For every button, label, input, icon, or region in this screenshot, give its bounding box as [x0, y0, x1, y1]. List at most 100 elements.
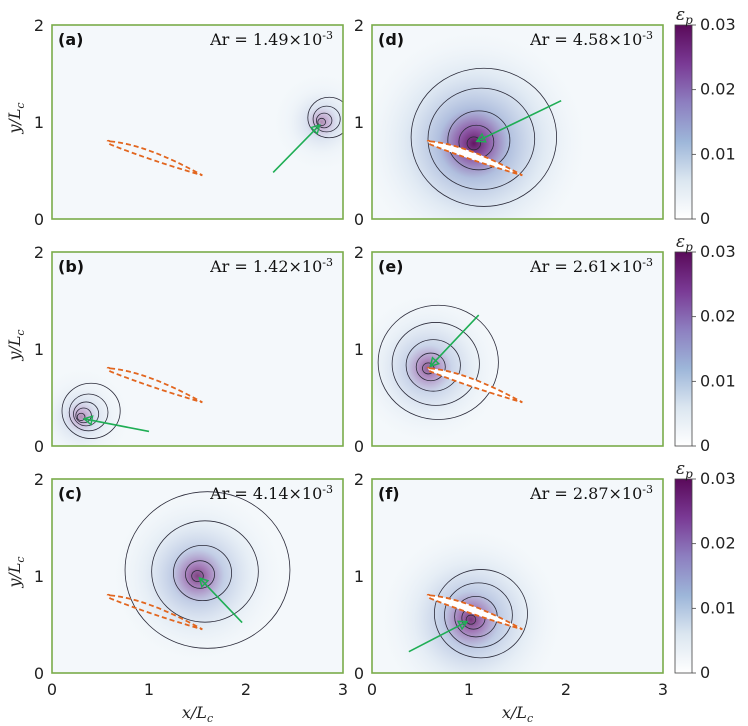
contour-line [124, 491, 291, 649]
panel-frame [51, 24, 344, 220]
colorbar-tick-label: 0.01 [700, 598, 736, 617]
y-tick-label: 2 [354, 470, 364, 489]
colorbar-scale [674, 251, 693, 447]
y-tick-label: 2 [34, 243, 44, 262]
ar-value: Ar = 1.42×10-3 [209, 256, 333, 276]
arrow-head [198, 576, 210, 588]
colorbar-tick-label: 0.01 [700, 144, 736, 163]
colorbar-title: εp [676, 5, 693, 27]
contour-line [391, 322, 480, 406]
y-tick-label: 0 [354, 437, 364, 456]
panel-e: (e) Ar = 2.61×10-3 0 1 2 [354, 243, 664, 456]
velocity-arrow [198, 577, 243, 624]
colorbar-tick-label: 0.01 [700, 371, 736, 390]
y-tick-label: 2 [354, 16, 364, 35]
y-tick-label: 1 [354, 340, 364, 359]
colorbar-scale [674, 24, 693, 220]
x-tick-label: 3 [338, 680, 348, 699]
panel-frame [371, 251, 664, 447]
y-tick-label: 0 [354, 664, 364, 683]
colorbar-title: εp [676, 232, 693, 254]
y-tick-label: 0 [354, 210, 364, 229]
arrow-head [82, 415, 94, 426]
colorbar-title: εp [676, 459, 693, 481]
vorticity-field [268, 68, 343, 176]
x-tick-label: 1 [144, 680, 154, 699]
contour-line [427, 87, 536, 190]
colorbar-tick-label: 0.02 [700, 80, 736, 99]
contour-line [410, 67, 558, 207]
colorbar-tick-label: 0 [700, 436, 710, 455]
panel-a: (a) Ar = 1.49×10-3 0 1 2 [34, 16, 344, 229]
x-tick-label: 0 [367, 680, 377, 699]
contour-line [73, 401, 100, 427]
vorticity-field [372, 26, 591, 219]
arrow-head [429, 356, 441, 368]
airfoil-outline [426, 366, 523, 404]
contour-line [307, 96, 343, 139]
velocity-arrow [408, 620, 468, 653]
x-tick-label: 2 [561, 680, 571, 699]
x-axis-label: x/Lc [502, 703, 533, 725]
y-tick-label: 0 [34, 210, 44, 229]
contour-line [76, 412, 86, 421]
contour-line [415, 352, 446, 382]
colorbar-tick-label: 0 [700, 663, 710, 682]
colorbar: 0 0.01 0.02 0.03 εp [674, 459, 736, 682]
panel-frame [371, 478, 664, 674]
panel-d: (d) Ar = 4.58×10-3 0 1 2 [354, 16, 664, 229]
ar-value: Ar = 4.58×10-3 [529, 29, 653, 49]
colorbar-tick-label: 0.03 [700, 15, 736, 34]
panel-frame [51, 478, 344, 674]
vorticity-field [372, 289, 507, 446]
contour-line [312, 105, 341, 133]
colorbar-tick-label: 0.03 [700, 469, 736, 488]
y-tick-label: 0 [34, 664, 44, 683]
vorticity-field [375, 524, 566, 673]
contour-line [444, 582, 513, 648]
velocity-arrow [429, 314, 480, 368]
x-axis-label: x/Lc [182, 703, 213, 725]
y-tick-label: 0 [34, 437, 44, 456]
y-tick-label: 1 [354, 567, 364, 586]
ar-value: Ar = 2.87×10-3 [529, 483, 653, 503]
panel-label: (e) [378, 257, 403, 276]
contour-line [68, 393, 109, 432]
airfoil-outline [106, 593, 203, 631]
airfoil-outline [426, 593, 523, 631]
y-tick-label: 1 [34, 567, 44, 586]
panel-frame [371, 24, 664, 220]
airfoil-outline [106, 366, 203, 404]
y-axis-label: y/Lc [5, 329, 27, 361]
vorticity-field [108, 486, 287, 666]
contour-line [465, 614, 477, 625]
colorbar-tick-label: 0 [700, 209, 710, 228]
y-tick-label: 2 [34, 470, 44, 489]
y-tick-label: 2 [354, 243, 364, 262]
panel-f: (f) Ar = 2.87×10-3 0 1 2 0 1 2 3 [354, 470, 668, 699]
velocity-arrow [272, 124, 321, 173]
y-axis-label: y/Lc [5, 102, 27, 134]
velocity-arrow [476, 99, 562, 143]
colorbar-tick-label: 0.02 [700, 534, 736, 553]
contour-line [377, 304, 499, 420]
contour-line [315, 112, 333, 129]
contour-line [447, 110, 511, 171]
ar-value: Ar = 2.61×10-3 [529, 256, 653, 276]
velocity-arrow [83, 418, 150, 433]
airfoil-outline [106, 139, 203, 177]
y-tick-label: 1 [354, 113, 364, 132]
arrow-head [475, 132, 487, 143]
contour-line [185, 560, 215, 589]
colorbar: 0 0.01 0.02 0.03 εp [674, 5, 736, 228]
panel-label: (d) [378, 30, 404, 49]
contour-line [405, 339, 461, 392]
airfoil-outline [426, 139, 523, 177]
contour-line [317, 117, 326, 127]
x-tick-label: 0 [47, 680, 57, 699]
panel-frame [51, 251, 344, 447]
colorbar-tick-label: 0.02 [700, 307, 736, 326]
colorbar-tick-label: 0.03 [700, 242, 736, 261]
contour-line [191, 570, 204, 582]
x-tick-label: 3 [658, 680, 668, 699]
